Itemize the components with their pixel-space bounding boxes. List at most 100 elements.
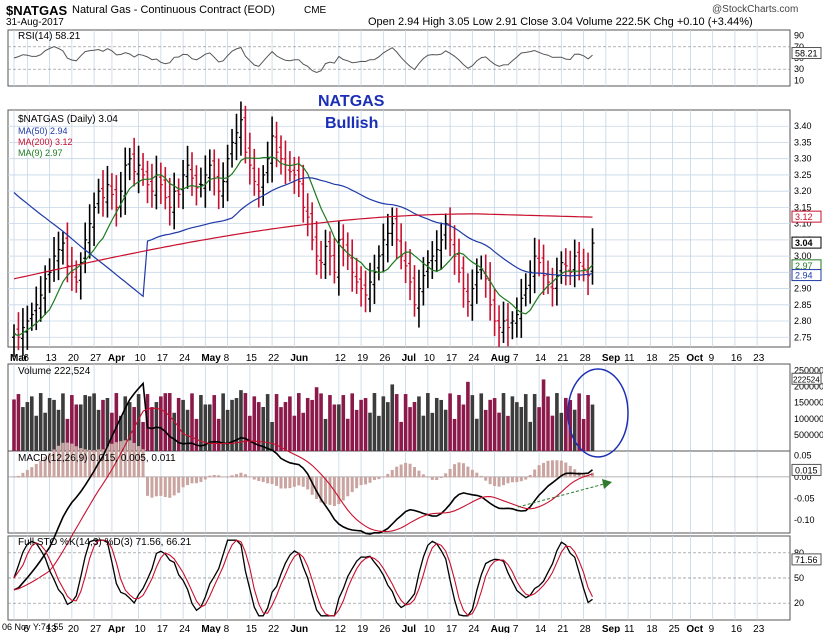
x-tick-label: 27	[90, 353, 102, 364]
ohlc-bar	[430, 241, 435, 280]
price-label: $NATGAS (Daily) 3.04	[18, 114, 118, 125]
volume-bar	[421, 415, 426, 451]
volume-bar	[261, 407, 265, 451]
macd-hist-bar	[48, 453, 52, 478]
x-tick-label-lower: 22	[268, 624, 280, 633]
rsi-tick-label: 10	[794, 75, 804, 85]
x-tick-label: Aug	[491, 353, 510, 364]
ohlc-bar	[452, 225, 457, 275]
ohlc-bar	[87, 204, 92, 259]
macd-hist-bar	[21, 472, 25, 478]
price-tick-label: 3.05	[794, 235, 812, 245]
macd-hist-bar	[123, 440, 127, 478]
ohlc-bar	[127, 147, 132, 181]
x-tick-label-lower: 10	[135, 624, 147, 633]
ohlc-bar	[590, 228, 595, 285]
x-tick-label: Jun	[290, 353, 308, 364]
x-tick-label-lower: 28	[580, 624, 592, 633]
volume-bar	[239, 390, 243, 451]
ohlc-bar	[310, 202, 315, 251]
volume-bar	[314, 387, 319, 451]
macd-hist-bar	[444, 473, 448, 478]
x-tick-label: Apr	[108, 353, 125, 364]
header-exchange: CME	[304, 5, 327, 16]
ohlc-bar	[132, 137, 137, 187]
stoch-badge-box	[791, 553, 822, 566]
volume-bar	[243, 393, 248, 451]
panel-price	[7, 109, 791, 348]
macd-hist-bar	[417, 470, 421, 478]
volume-bar	[297, 393, 301, 451]
volume-bar	[586, 395, 590, 451]
volume-bar	[172, 412, 176, 451]
price-tick-label: 3.00	[794, 251, 812, 261]
macd-hist-bar	[168, 476, 172, 498]
macd-hist-bar	[497, 476, 501, 487]
volume-bar	[150, 407, 154, 451]
ohlc-bar	[341, 224, 346, 267]
ohlc-bar	[314, 221, 319, 275]
rsi-tick-label: 50	[794, 53, 804, 63]
x-tick-label-lower: Jun	[290, 624, 308, 633]
macd-hist-bar	[346, 476, 350, 497]
macd-hist-bar	[435, 476, 439, 480]
macd-hist-bar	[279, 476, 283, 489]
ohlc-bar	[479, 255, 484, 280]
macd-hist-bar	[105, 446, 109, 478]
volume-highlight-ellipse	[567, 368, 629, 458]
macd-hist-bar	[194, 476, 198, 484]
ohlc-bar	[154, 155, 159, 210]
ohlc-bar	[256, 167, 261, 208]
rsi-tick-label: 30	[794, 64, 804, 74]
volume-bar	[176, 397, 181, 451]
macd-tick-label: 0.05	[794, 450, 812, 460]
x-tick-label: 10	[424, 353, 436, 364]
ohlc-bar	[443, 213, 448, 250]
macd-hist-bar	[550, 460, 554, 478]
macd-hist-bar	[257, 476, 261, 482]
volume-bar	[412, 401, 417, 451]
macd-label: MACD(12,26,9) 0.015, 0.005, 0.011	[18, 453, 176, 464]
macd-hist-bar	[150, 476, 154, 498]
panel-vol	[7, 363, 791, 452]
x-tick-label-lower: 9	[709, 624, 715, 633]
volume-bar	[181, 399, 185, 451]
macd-hist-bar	[65, 442, 69, 478]
macd-hist-bar	[177, 476, 181, 493]
macd-hist-bar	[319, 476, 323, 503]
volume-bar	[234, 398, 239, 451]
ohlc-bar	[287, 151, 292, 182]
x-tick-label: 26	[379, 353, 391, 364]
macd-hist-bar	[137, 446, 141, 478]
volume-bar	[167, 393, 172, 451]
macd-hist-bar	[493, 476, 497, 487]
volume-bar	[256, 402, 261, 451]
ohlc-bar	[505, 303, 510, 347]
macd-hist-bar	[421, 474, 425, 478]
volume-bar	[430, 412, 435, 451]
macd-hist-bar	[212, 475, 216, 478]
macd-badge-box	[791, 463, 822, 476]
x-tick-label: 20	[68, 353, 80, 364]
ohlc-bar	[176, 178, 181, 208]
macd-hist-bar	[12, 476, 16, 478]
macd-hist-bar	[537, 465, 541, 478]
x-tick-label: 14	[535, 353, 547, 364]
volume-bar	[43, 412, 47, 451]
volume-bar	[492, 398, 497, 451]
macd-hist-bar	[119, 441, 123, 478]
volume-bar	[225, 409, 230, 451]
ohlc-bar	[279, 135, 283, 175]
ohlc-bar	[185, 145, 190, 189]
ohlc-bar	[323, 229, 328, 279]
ohlc-bar	[301, 164, 306, 223]
macd-hist-bar	[83, 449, 87, 478]
price-tick-label: 2.75	[794, 332, 812, 342]
ohlc-bar	[497, 305, 502, 347]
ohlc-bar	[434, 230, 439, 272]
ohlc-bar	[363, 270, 368, 313]
macd-tick-label: -0.10	[794, 515, 815, 525]
stoch-tick-label: 80	[794, 548, 804, 558]
rsi-badge: 58.21	[795, 49, 818, 59]
